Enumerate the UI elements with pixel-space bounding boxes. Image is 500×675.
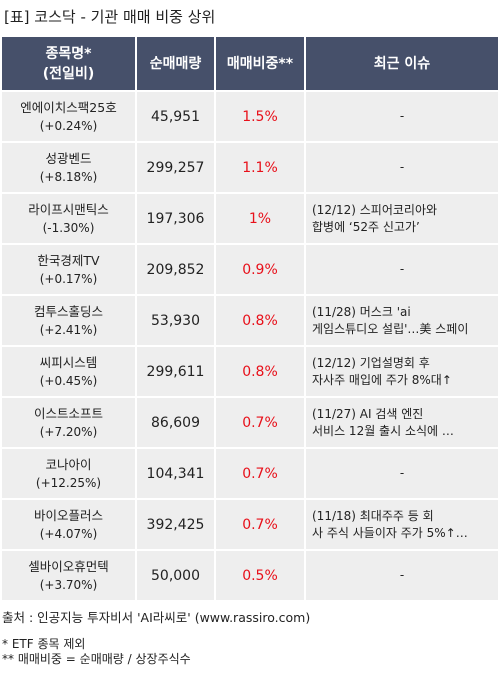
- recent-issue-line: (11/18) 최대주주 등 회: [312, 508, 434, 523]
- net-volume-cell: 45,951: [137, 92, 214, 141]
- stock-name: 한국경제TV: [37, 252, 100, 268]
- recent-issue-line: 서비스 12월 출시 소식에 …: [312, 423, 454, 438]
- price-change: (+0.17%): [39, 271, 98, 286]
- recent-issue-line: 자사주 매입에 주가 8%대↑: [312, 372, 452, 387]
- table-row: 이스트소프트 (+7.20%) 86,609 0.7% (11/27) AI 검색 엔진…: [2, 398, 498, 447]
- table-row: 컴투스홀딩스 (+2.41%) 53,930 0.8% (11/28) 머스크 'ai 게…: [2, 296, 498, 345]
- price-change: (-1.30%): [42, 220, 95, 235]
- recent-issue-line: -: [399, 568, 405, 582]
- stock-name: 컴투스홀딩스: [33, 303, 103, 319]
- trade-ratio-cell: 0.7%: [216, 500, 304, 549]
- footnote-etf: * ETF 종목 제외: [2, 637, 86, 651]
- table-row: 라이프시맨틱스 (-1.30%) 197,306 1% (12/12) 스피어코리아와 합…: [2, 194, 498, 243]
- recent-issue-line: -: [399, 466, 405, 480]
- stock-name-cell: 엔에이치스팩25호 (+0.24%): [2, 92, 135, 141]
- stock-name-cell: 성광벤드 (+8.18%): [2, 143, 135, 192]
- stock-name-cell: 코나아이 (+12.25%): [2, 449, 135, 498]
- net-volume-cell: 392,425: [137, 500, 214, 549]
- table-row: 엔에이치스팩25호 (+0.24%) 45,951 1.5% -: [2, 92, 498, 141]
- trade-ratio-cell: 0.8%: [216, 347, 304, 396]
- recent-issue-line: (11/28) 머스크 'ai: [312, 304, 411, 319]
- net-volume-cell: 104,341: [137, 449, 214, 498]
- table-header-row: 종목명* (전일비) 순매매량 매매비중** 최근 이슈: [2, 37, 498, 90]
- header-trade-ratio: 매매비중**: [216, 37, 304, 90]
- stock-name: 코나아이: [45, 456, 92, 472]
- header-recent-issue: 최근 이슈: [306, 37, 498, 90]
- trading-ratio-table: 종목명* (전일비) 순매매량 매매비중** 최근 이슈 엔에이치스팩25호 (+…: [0, 35, 500, 602]
- recent-issue-cell: -: [306, 245, 498, 294]
- stock-name: 씨피시스템: [39, 354, 98, 370]
- stock-name: 엔에이치스팩25호: [20, 99, 117, 115]
- stock-name-cell: 라이프시맨틱스 (-1.30%): [2, 194, 135, 243]
- net-volume-cell: 197,306: [137, 194, 214, 243]
- stock-name: 성광벤드: [45, 150, 92, 166]
- header-net-volume: 순매매량: [137, 37, 214, 90]
- recent-issue-cell: -: [306, 551, 498, 600]
- net-volume-cell: 299,611: [137, 347, 214, 396]
- net-volume-cell: 53,930: [137, 296, 214, 345]
- price-change: (+4.07%): [39, 526, 98, 541]
- trade-ratio-cell: 0.9%: [216, 245, 304, 294]
- stock-name: 라이프시맨틱스: [28, 201, 109, 217]
- stock-name-cell: 컴투스홀딩스 (+2.41%): [2, 296, 135, 345]
- recent-issue-cell: -: [306, 143, 498, 192]
- price-change: (+2.41%): [39, 322, 98, 337]
- net-volume-cell: 299,257: [137, 143, 214, 192]
- table-row: 셀바이오휴먼텍 (+3.70%) 50,000 0.5% -: [2, 551, 498, 600]
- table-row: 성광벤드 (+8.18%) 299,257 1.1% -: [2, 143, 498, 192]
- stock-name: 이스트소프트: [33, 405, 103, 421]
- net-volume-cell: 86,609: [137, 398, 214, 447]
- header-stock-name: 종목명* (전일비): [2, 37, 135, 90]
- recent-issue-line: 합병에 ‘52주 신고가’: [312, 219, 420, 234]
- trade-ratio-cell: 1.1%: [216, 143, 304, 192]
- table-row: 코나아이 (+12.25%) 104,341 0.7% -: [2, 449, 498, 498]
- page-title: [표] 코스닥 - 기관 매매 비중 상위: [4, 8, 216, 26]
- recent-issue-line: -: [399, 109, 405, 123]
- net-volume-cell: 209,852: [137, 245, 214, 294]
- footnote-ratio-formula: ** 매매비중 = 순매매량 / 상장주식수: [2, 652, 191, 666]
- trade-ratio-cell: 0.7%: [216, 449, 304, 498]
- price-change: (+0.24%): [39, 118, 98, 133]
- source-note: 출처 : 인공지능 투자비서 'AI라씨로' (www.rassiro.com): [2, 610, 311, 625]
- stock-name-cell: 이스트소프트 (+7.20%): [2, 398, 135, 447]
- recent-issue-line: -: [399, 160, 405, 174]
- recent-issue-line: -: [399, 262, 405, 276]
- price-change: (+0.45%): [39, 373, 98, 388]
- table-row: 바이오플러스 (+4.07%) 392,425 0.7% (11/18) 최대주주 등 …: [2, 500, 498, 549]
- recent-issue-cell: -: [306, 92, 498, 141]
- stock-name: 바이오플러스: [33, 507, 103, 523]
- trade-ratio-cell: 0.7%: [216, 398, 304, 447]
- recent-issue-line: (12/12) 스피어코리아와: [312, 202, 438, 217]
- stock-name-cell: 한국경제TV (+0.17%): [2, 245, 135, 294]
- trade-ratio-cell: 1.5%: [216, 92, 304, 141]
- recent-issue-line: 사 주식 사들이자 주가 5%↑…: [312, 525, 468, 540]
- price-change: (+12.25%): [35, 475, 102, 490]
- trade-ratio-cell: 1%: [216, 194, 304, 243]
- table-row: 한국경제TV (+0.17%) 209,852 0.9% -: [2, 245, 498, 294]
- stock-name-cell: 씨피시스템 (+0.45%): [2, 347, 135, 396]
- stock-name-cell: 바이오플러스 (+4.07%): [2, 500, 135, 549]
- price-change: (+3.70%): [39, 577, 98, 592]
- header-stock-name-line1: 종목명*: [45, 45, 92, 62]
- stock-name: 셀바이오휴먼텍: [28, 558, 109, 574]
- stock-name-cell: 셀바이오휴먼텍 (+3.70%): [2, 551, 135, 600]
- price-change: (+7.20%): [39, 424, 98, 439]
- trade-ratio-cell: 0.8%: [216, 296, 304, 345]
- recent-issue-line: 게임스튜디오 설립'…美 스페이: [312, 321, 469, 336]
- recent-issue-cell: (11/28) 머스크 'ai 게임스튜디오 설립'…美 스페이: [306, 296, 498, 345]
- net-volume-cell: 50,000: [137, 551, 214, 600]
- recent-issue-cell: -: [306, 449, 498, 498]
- price-change: (+8.18%): [39, 169, 98, 184]
- header-stock-name-line2: (전일비): [42, 65, 95, 82]
- recent-issue-line: (11/27) AI 검색 엔진: [312, 406, 424, 421]
- recent-issue-line: (12/12) 기업설명회 후: [312, 355, 430, 370]
- recent-issue-cell: (11/27) AI 검색 엔진 서비스 12월 출시 소식에 …: [306, 398, 498, 447]
- trade-ratio-cell: 0.5%: [216, 551, 304, 600]
